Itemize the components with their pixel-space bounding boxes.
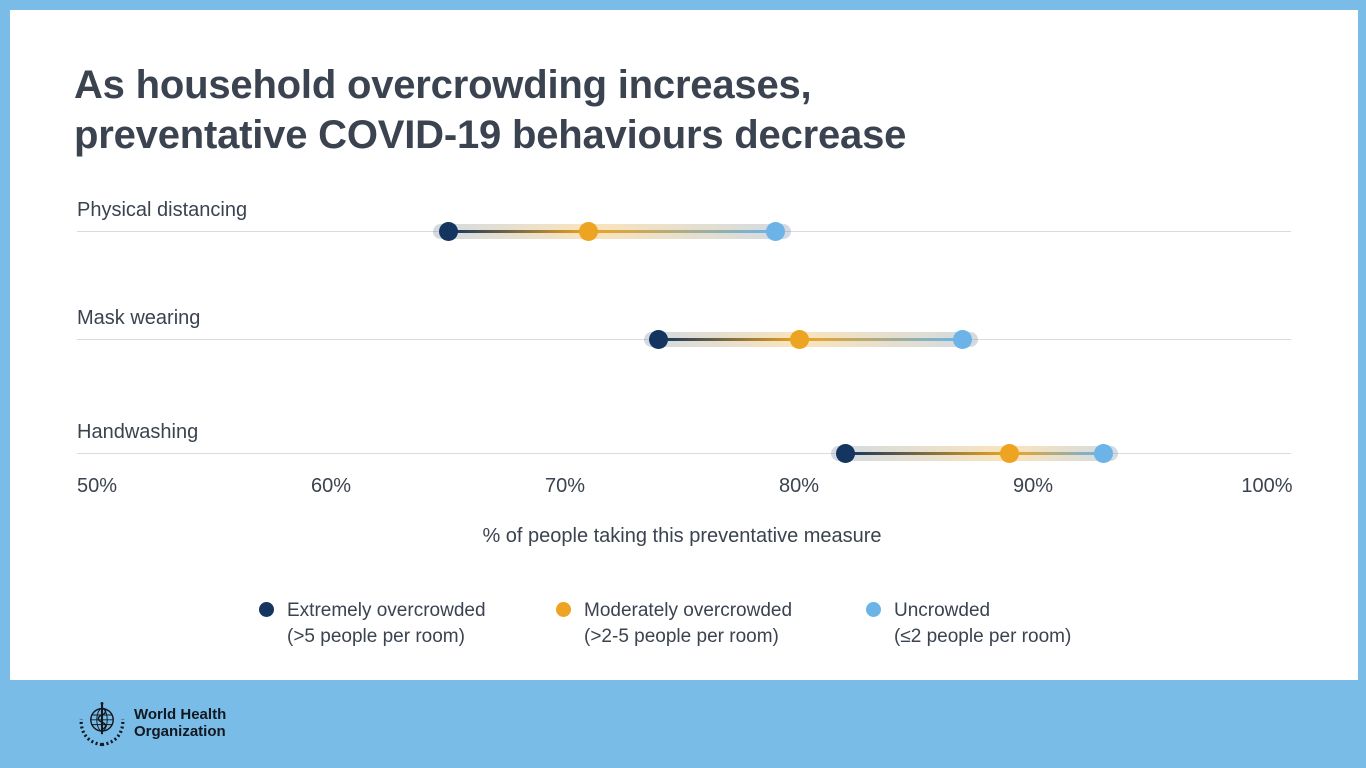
legend-item-uncrowded: Uncrowded (≤2 people per room) (866, 598, 1071, 650)
legend-dot-light-blue (866, 602, 881, 617)
legend-line1: Extremely overcrowded (287, 600, 486, 621)
who-logo-text: World Health Organization (134, 706, 226, 740)
who-logo-icon (79, 701, 125, 747)
data-point (1093, 444, 1113, 463)
x-tick-60: 60% (310, 475, 352, 497)
row-label-physical-distancing: Physical distancing (77, 199, 248, 221)
legend-line2: (≤2 people per room) (894, 626, 1072, 647)
legend-label: Moderately overcrowded (>2-5 people per … (584, 598, 792, 650)
connector-line (845, 452, 1104, 455)
x-tick-70: 70% (544, 475, 586, 497)
legend-dot-orange (556, 602, 571, 617)
connector-line (658, 338, 963, 341)
x-tick-90: 90% (1012, 475, 1054, 497)
x-tick-100: 100% (1241, 475, 1293, 497)
chart-card (10, 10, 1358, 680)
chart-title: As household overcrowding increases, pre… (74, 60, 1174, 160)
legend-label: Uncrowded (≤2 people per room) (894, 598, 1071, 650)
legend-item-moderately-overcrowded: Moderately overcrowded (>2-5 people per … (556, 598, 792, 650)
legend-item-extremely-overcrowded: Extremely overcrowded (>5 people per roo… (259, 598, 486, 650)
row-label-handwashing: Handwashing (77, 421, 199, 443)
x-tick-50: 50% (76, 475, 118, 497)
legend-label: Extremely overcrowded (>5 people per roo… (287, 598, 486, 650)
x-axis-label: % of people taking this preventative mea… (482, 525, 882, 547)
legend-line1: Moderately overcrowded (584, 600, 793, 621)
row-gridline (77, 453, 1291, 454)
chart-title-line2: preventative COVID-19 behaviours decreas… (74, 113, 907, 157)
data-point (766, 222, 786, 241)
row-label-mask-wearing: Mask wearing (77, 307, 201, 329)
data-point (578, 222, 598, 241)
legend-line2: (>2-5 people per room) (584, 626, 779, 647)
x-tick-80: 80% (778, 475, 820, 497)
data-point (789, 330, 809, 349)
data-point (1000, 444, 1020, 463)
legend-dot-navy (259, 602, 274, 617)
who-footer: World Health Organization (78, 698, 226, 748)
data-point (438, 222, 458, 241)
data-point (649, 330, 669, 349)
chart-title-line1: As household overcrowding increases, (74, 63, 812, 107)
data-point (953, 330, 973, 349)
who-text-line1: World Health (134, 706, 227, 723)
who-text-line2: Organization (134, 723, 226, 740)
connector-line (448, 230, 776, 233)
data-point (836, 444, 856, 463)
legend-line1: Uncrowded (894, 600, 991, 621)
legend-line2: (>5 people per room) (287, 626, 465, 647)
